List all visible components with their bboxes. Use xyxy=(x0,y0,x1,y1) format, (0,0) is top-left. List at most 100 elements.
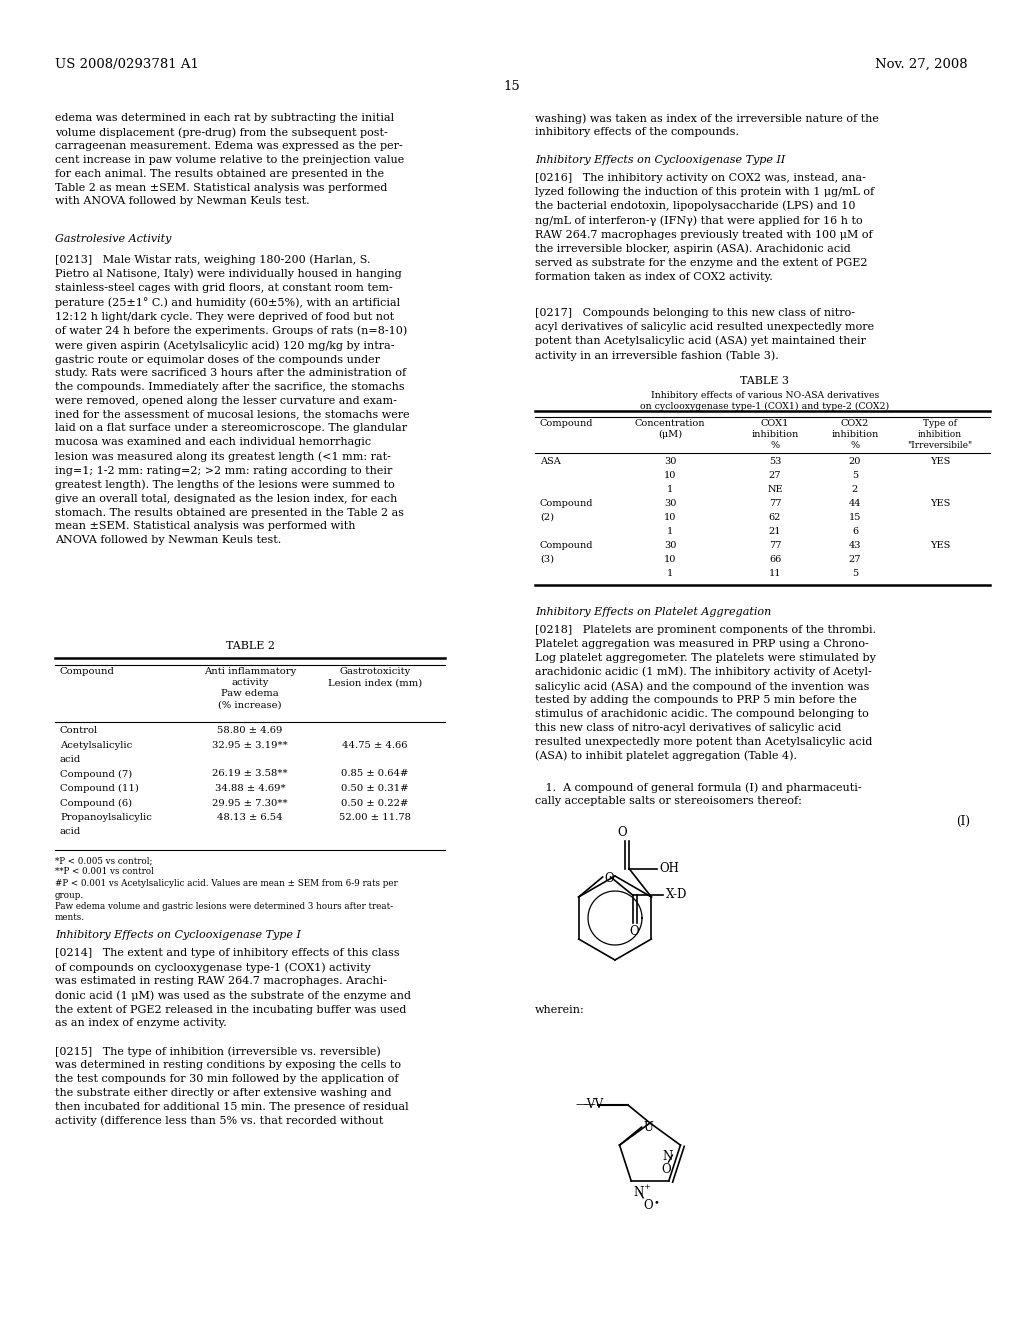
Text: Type of
inhibition
"Irreversibile": Type of inhibition "Irreversibile" xyxy=(907,418,973,450)
Text: Gastrolesive Activity: Gastrolesive Activity xyxy=(55,234,171,244)
Text: COX1
inhibition
%: COX1 inhibition % xyxy=(752,418,799,450)
Text: 21: 21 xyxy=(769,527,781,536)
Text: 58.80 ± 4.69: 58.80 ± 4.69 xyxy=(217,726,283,735)
Text: Concentration
(μM): Concentration (μM) xyxy=(635,418,706,440)
Text: edema was determined in each rat by subtracting the initial
volume displacement : edema was determined in each rat by subt… xyxy=(55,114,404,206)
Text: Compound: Compound xyxy=(540,418,594,428)
Text: 62: 62 xyxy=(769,513,781,521)
Text: #P < 0.001 vs Acetylsalicylic acid. Values are mean ± SEM from 6-9 rats per: #P < 0.001 vs Acetylsalicylic acid. Valu… xyxy=(55,879,397,888)
Text: Control: Control xyxy=(60,726,98,735)
Text: Inhibitory Effects on Cyclooxigenase Type II: Inhibitory Effects on Cyclooxigenase Typ… xyxy=(535,154,785,165)
Text: 1: 1 xyxy=(667,569,673,578)
Text: 10: 10 xyxy=(664,554,676,564)
Text: 30: 30 xyxy=(664,499,676,508)
Text: 10: 10 xyxy=(664,513,676,521)
Text: 20: 20 xyxy=(849,457,861,466)
Text: O: O xyxy=(630,925,639,939)
Text: [0215]   The type of inhibition (irreversible vs. reversible)
was determined in : [0215] The type of inhibition (irreversi… xyxy=(55,1045,409,1126)
Text: [0218]   Platelets are prominent components of the thrombi.
Platelet aggregation: [0218] Platelets are prominent component… xyxy=(535,624,877,762)
Text: Compound: Compound xyxy=(60,667,115,676)
Text: [0216]   The inhibitory activity on COX2 was, instead, ana-
lyzed following the : [0216] The inhibitory activity on COX2 w… xyxy=(535,173,874,281)
Text: YES: YES xyxy=(930,541,950,550)
Text: N: N xyxy=(663,1150,673,1163)
Text: Acetylsalicylic: Acetylsalicylic xyxy=(60,741,132,750)
Text: US 2008/0293781 A1: US 2008/0293781 A1 xyxy=(55,58,199,71)
Text: 34.88 ± 4.69*: 34.88 ± 4.69* xyxy=(215,784,286,793)
Text: NE: NE xyxy=(767,484,782,494)
Text: 0.50 ± 0.22#: 0.50 ± 0.22# xyxy=(341,799,409,808)
Text: Gastrotoxicity
Lesion index (mm): Gastrotoxicity Lesion index (mm) xyxy=(328,667,422,688)
Text: (I): (I) xyxy=(956,814,970,828)
Text: 27: 27 xyxy=(849,554,861,564)
Text: **P < 0.001 vs control: **P < 0.001 vs control xyxy=(55,867,154,876)
Text: —V: —V xyxy=(584,1098,604,1111)
Text: O: O xyxy=(604,871,614,884)
Text: 26.19 ± 3.58**: 26.19 ± 3.58** xyxy=(212,770,288,779)
Text: —V: —V xyxy=(575,1098,596,1111)
Text: ASA: ASA xyxy=(540,457,561,466)
Text: 1: 1 xyxy=(667,527,673,536)
Text: 10: 10 xyxy=(664,471,676,480)
Text: 43: 43 xyxy=(849,541,861,550)
Text: 6: 6 xyxy=(852,527,858,536)
Text: 11: 11 xyxy=(769,569,781,578)
Text: TABLE 2: TABLE 2 xyxy=(225,642,274,651)
Text: (2): (2) xyxy=(540,513,554,521)
Text: ments.: ments. xyxy=(55,913,85,923)
Text: washing) was taken as index of the irreversible nature of the
inhibitory effects: washing) was taken as index of the irrev… xyxy=(535,114,879,137)
Text: 5: 5 xyxy=(852,569,858,578)
Text: acid: acid xyxy=(60,755,81,764)
Text: 77: 77 xyxy=(769,541,781,550)
Text: 2: 2 xyxy=(852,484,858,494)
Text: Compound: Compound xyxy=(540,499,594,508)
Text: 32.95 ± 3.19**: 32.95 ± 3.19** xyxy=(212,741,288,750)
Text: Compound: Compound xyxy=(540,541,594,550)
Text: Compound (7): Compound (7) xyxy=(60,770,132,779)
Text: 44: 44 xyxy=(849,499,861,508)
Text: 27: 27 xyxy=(769,471,781,480)
Text: X-D: X-D xyxy=(666,888,687,902)
Text: [0213]   Male Wistar rats, weighing 180-200 (Harlan, S.
Pietro al Natisone, Ital: [0213] Male Wistar rats, weighing 180-20… xyxy=(55,253,410,545)
Text: [0217]   Compounds belonging to this new class of nitro-
acyl derivatives of sal: [0217] Compounds belonging to this new c… xyxy=(535,308,874,360)
Text: Propanoylsalicylic: Propanoylsalicylic xyxy=(60,813,152,822)
Text: 53: 53 xyxy=(769,457,781,466)
Text: wherein:: wherein: xyxy=(535,1005,585,1015)
Text: 15: 15 xyxy=(504,81,520,92)
Text: 5: 5 xyxy=(852,471,858,480)
Text: COX2
inhibition
%: COX2 inhibition % xyxy=(831,418,879,450)
Text: [0214]   The extent and type of inhibitory effects of this class
of compounds on: [0214] The extent and type of inhibitory… xyxy=(55,948,411,1028)
Text: TABLE 3: TABLE 3 xyxy=(740,376,790,385)
Text: 1: 1 xyxy=(667,484,673,494)
Text: 0.50 ± 0.31#: 0.50 ± 0.31# xyxy=(341,784,409,793)
Text: U: U xyxy=(643,1121,653,1134)
Text: 52.00 ± 11.78: 52.00 ± 11.78 xyxy=(339,813,411,822)
Text: +: + xyxy=(643,1183,650,1191)
Text: 29.95 ± 7.30**: 29.95 ± 7.30** xyxy=(212,799,288,808)
Text: OH: OH xyxy=(659,862,679,875)
Text: O: O xyxy=(662,1163,672,1176)
Text: *P < 0.005 vs control;: *P < 0.005 vs control; xyxy=(55,855,153,865)
Text: YES: YES xyxy=(930,499,950,508)
Text: Compound (6): Compound (6) xyxy=(60,799,132,808)
Text: 15: 15 xyxy=(849,513,861,521)
Text: Inhibitory Effects on Platelet Aggregation: Inhibitory Effects on Platelet Aggregati… xyxy=(535,607,771,616)
Text: •: • xyxy=(653,1197,659,1206)
Text: 44.75 ± 4.66: 44.75 ± 4.66 xyxy=(342,741,408,750)
Text: 66: 66 xyxy=(769,554,781,564)
Text: Compound (11): Compound (11) xyxy=(60,784,139,793)
Text: group.: group. xyxy=(55,891,84,899)
Text: Anti inflammatory
activity
Paw edema
(% increase): Anti inflammatory activity Paw edema (% … xyxy=(204,667,296,709)
Text: N: N xyxy=(633,1185,643,1199)
Text: YES: YES xyxy=(930,457,950,466)
Text: acid: acid xyxy=(60,828,81,837)
Text: Nov. 27, 2008: Nov. 27, 2008 xyxy=(876,58,968,71)
Text: Inhibitory effects of various NO-ASA derivatives
on cyclooxygenase type-1 (COX1): Inhibitory effects of various NO-ASA der… xyxy=(640,391,890,412)
Text: Inhibitory Effects on Cyclooxigenase Type I: Inhibitory Effects on Cyclooxigenase Typ… xyxy=(55,931,301,940)
Text: 77: 77 xyxy=(769,499,781,508)
Text: 1.  A compound of general formula (I) and pharmaceuti-
cally acceptable salts or: 1. A compound of general formula (I) and… xyxy=(535,781,861,807)
Text: 0.85 ± 0.64#: 0.85 ± 0.64# xyxy=(341,770,409,779)
Text: O: O xyxy=(643,1199,653,1212)
Text: 30: 30 xyxy=(664,541,676,550)
Text: O: O xyxy=(617,826,627,840)
Text: Paw edema volume and gastric lesions were determined 3 hours after treat-: Paw edema volume and gastric lesions wer… xyxy=(55,902,393,911)
